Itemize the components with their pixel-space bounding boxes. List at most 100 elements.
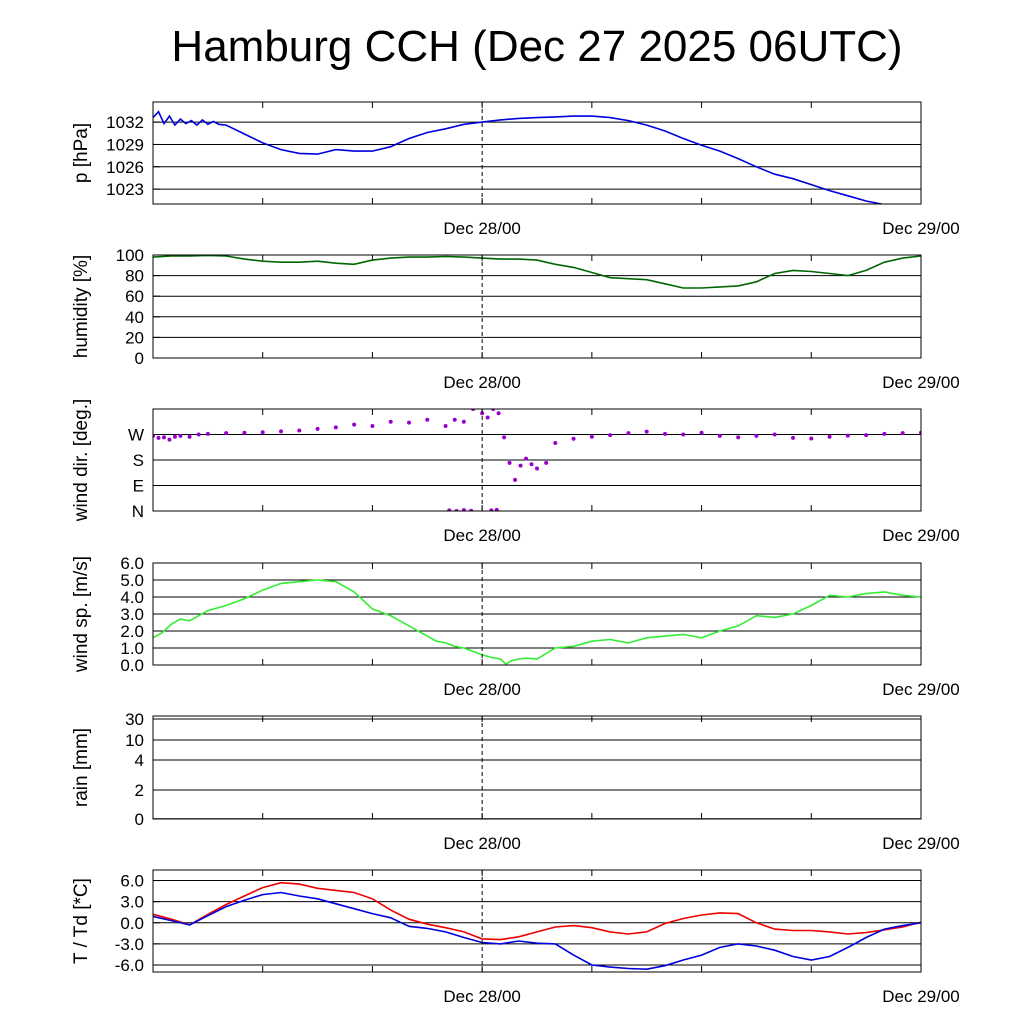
temperature-series xyxy=(153,881,921,971)
wind_dir-point xyxy=(900,431,905,436)
humidity-ytick-label: 100 xyxy=(116,246,144,265)
wind_dir-point xyxy=(425,417,430,422)
wind_dir-point xyxy=(461,419,466,424)
wind_dir-point xyxy=(352,422,357,427)
wind_speed-xtick-label: Dec 29/00 xyxy=(882,680,960,699)
humidity-ytick-label: 0 xyxy=(135,349,144,368)
humidity-panel xyxy=(152,254,922,359)
wind_speed-ylabel: wind sp. [m/s] xyxy=(71,556,92,673)
temperature-xtick-label: Dec 29/00 xyxy=(882,987,960,1006)
pressure-xtick-label: Dec 28/00 xyxy=(443,219,521,238)
temperature-line-T xyxy=(153,881,921,941)
humidity-frame xyxy=(152,254,922,359)
wind_speed-ytick-label: 2.0 xyxy=(120,622,144,641)
wind_dir-point xyxy=(772,432,777,437)
wind_dir-point xyxy=(827,434,832,439)
humidity-ytick-label: 40 xyxy=(125,308,144,327)
temperature-xtick-label: Dec 28/00 xyxy=(443,987,521,1006)
rain-xtick-label: Dec 28/00 xyxy=(443,834,521,853)
wind_dir-point xyxy=(196,432,201,437)
pressure-frame xyxy=(152,101,922,205)
wind_dir-point xyxy=(608,433,613,438)
pressure-ytick-label: 1023 xyxy=(106,180,144,199)
wind_speed-frame xyxy=(152,562,922,666)
humidity-series xyxy=(153,255,921,289)
pressure-ytick-label: 1026 xyxy=(106,158,144,177)
wind_dir-panel xyxy=(152,408,922,512)
humidity-ylabel: humidity [%] xyxy=(71,255,92,358)
wind_speed-ytick-label: 4.0 xyxy=(120,588,144,607)
wind_dir-point xyxy=(447,508,452,511)
wind_dir-point xyxy=(187,434,192,439)
pressure-line-pressure xyxy=(153,110,921,204)
rain-frame xyxy=(152,715,922,820)
wind_dir-point xyxy=(513,477,518,482)
wind_dir-point xyxy=(626,431,631,436)
temperature-ylabel: T / Td [*C] xyxy=(71,878,92,964)
pressure-ytick-label: 1029 xyxy=(106,135,144,154)
chart-title: Hamburg CCH (Dec 27 2025 06UTC) xyxy=(171,22,903,71)
humidity-xtick-label: Dec 28/00 xyxy=(443,373,521,392)
pressure-xtick-label: Dec 29/00 xyxy=(882,219,960,238)
temperature-line-Td xyxy=(153,891,921,971)
wind_dir-point xyxy=(172,434,177,439)
wind_dir-point xyxy=(845,433,850,438)
wind_dir-point xyxy=(736,435,741,440)
temperature-panel xyxy=(152,869,922,973)
humidity-ytick-label: 80 xyxy=(125,267,144,286)
wind_dir-point xyxy=(205,431,210,436)
wind_dir-point xyxy=(529,462,534,467)
pressure-series xyxy=(153,110,921,204)
temperature-frame xyxy=(152,869,922,973)
wind_dir-point xyxy=(494,507,499,511)
wind_dir-point xyxy=(489,508,494,511)
wind_dir-point xyxy=(480,411,485,416)
wind_dir-point xyxy=(544,460,549,465)
wind_dir-point xyxy=(524,456,529,461)
humidity-ytick-label: 20 xyxy=(125,328,144,347)
wind_dir-point xyxy=(663,431,667,436)
wind_dir-point xyxy=(485,415,490,420)
humidity-line-humidity xyxy=(153,255,921,289)
wind_dir-point xyxy=(681,432,686,437)
wind_dir-frame xyxy=(152,408,922,512)
rain-ytick-label: 10 xyxy=(125,731,144,750)
wind_dir-point xyxy=(242,430,247,435)
wind_dir-xtick-label: Dec 29/00 xyxy=(882,526,960,545)
wind_dir-point xyxy=(496,411,501,416)
rain-ytick-label: 0 xyxy=(135,810,144,829)
wind_speed-ytick-label: 5.0 xyxy=(120,571,144,590)
wind_dir-point xyxy=(224,431,229,436)
wind_dir-point xyxy=(571,436,576,441)
wind_dir-point xyxy=(156,435,161,440)
wind_speed-ytick-label: 3.0 xyxy=(120,605,144,624)
rain-ytick-label: 4 xyxy=(135,751,144,770)
rain-panel xyxy=(152,715,922,820)
wind_speed-ytick-label: 1.0 xyxy=(120,639,144,658)
wind_dir-point xyxy=(791,435,795,440)
wind_dir-ytick-label: S xyxy=(133,451,144,470)
wind_dir-point xyxy=(161,435,166,440)
wind_dir-point xyxy=(469,508,474,511)
wind_dir-ytick-label: E xyxy=(133,477,144,496)
wind_dir-xtick-label: Dec 28/00 xyxy=(443,526,521,545)
humidity-ytick-label: 60 xyxy=(125,287,144,306)
rain-ytick-label: 2 xyxy=(135,781,144,800)
wind_dir-point xyxy=(370,424,375,428)
wind_dir-point xyxy=(589,434,594,439)
humidity-xtick-label: Dec 29/00 xyxy=(882,373,960,392)
wind_dir-point xyxy=(388,419,393,424)
wind_dir-point xyxy=(167,437,172,442)
wind_dir-point xyxy=(754,433,759,438)
wind_dir-point xyxy=(407,420,411,425)
pressure-panel xyxy=(152,101,922,205)
wind_dir-point xyxy=(644,429,649,434)
wind_dir-series xyxy=(153,409,921,511)
wind_dir-point xyxy=(279,429,283,434)
wind_dir-point xyxy=(809,436,814,441)
temperature-ytick-label: -6.0 xyxy=(115,956,144,975)
wind_speed-ytick-label: 6.0 xyxy=(120,554,144,573)
wind_dir-point xyxy=(882,431,887,436)
wind_dir-point xyxy=(333,425,338,430)
